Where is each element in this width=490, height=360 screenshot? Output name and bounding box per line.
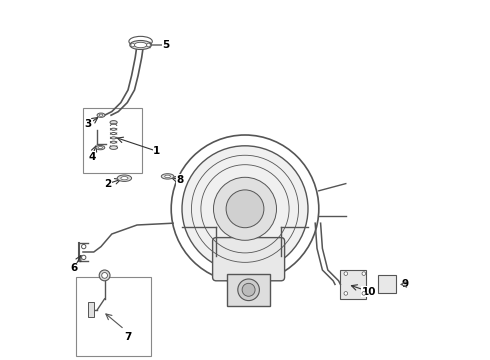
Ellipse shape <box>98 147 102 149</box>
Bar <box>341 270 366 299</box>
Ellipse shape <box>96 145 105 150</box>
Ellipse shape <box>130 41 151 50</box>
Ellipse shape <box>110 146 118 149</box>
Circle shape <box>344 272 347 275</box>
Text: 5: 5 <box>162 40 170 50</box>
Circle shape <box>81 255 86 260</box>
Text: 1: 1 <box>153 146 160 156</box>
Circle shape <box>131 43 134 47</box>
Ellipse shape <box>165 175 171 178</box>
FancyBboxPatch shape <box>213 238 285 281</box>
Polygon shape <box>88 302 94 317</box>
Text: 3: 3 <box>85 119 92 129</box>
Circle shape <box>182 146 308 272</box>
Circle shape <box>362 292 366 295</box>
Text: 6: 6 <box>71 263 77 273</box>
Bar <box>76 277 151 356</box>
Circle shape <box>238 279 259 301</box>
Circle shape <box>344 292 347 295</box>
Bar <box>83 108 143 173</box>
Ellipse shape <box>161 174 174 179</box>
Circle shape <box>214 177 276 240</box>
Text: 9: 9 <box>402 279 409 289</box>
Text: 7: 7 <box>124 332 132 342</box>
Circle shape <box>242 283 255 296</box>
Circle shape <box>362 272 366 275</box>
Circle shape <box>147 43 150 47</box>
Circle shape <box>81 244 86 249</box>
Ellipse shape <box>134 42 147 48</box>
Bar <box>227 274 270 306</box>
Ellipse shape <box>99 114 103 116</box>
Circle shape <box>99 270 110 281</box>
Ellipse shape <box>110 121 117 124</box>
Text: 4: 4 <box>88 152 96 162</box>
Bar <box>378 275 396 293</box>
Ellipse shape <box>97 113 105 117</box>
Text: 2: 2 <box>104 179 112 189</box>
Text: 10: 10 <box>362 287 376 297</box>
Ellipse shape <box>121 177 128 180</box>
Text: 8: 8 <box>176 175 184 185</box>
Circle shape <box>226 190 264 228</box>
Circle shape <box>102 273 107 278</box>
Ellipse shape <box>117 175 132 181</box>
